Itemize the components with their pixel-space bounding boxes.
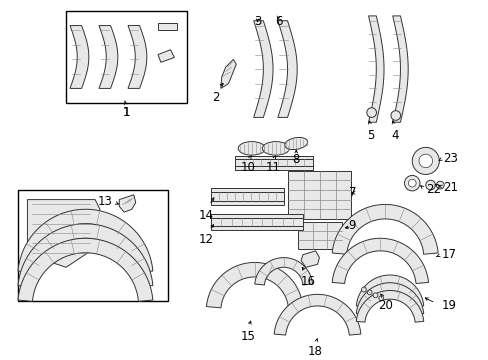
Bar	[211, 214, 303, 218]
Circle shape	[411, 147, 438, 175]
Polygon shape	[356, 283, 423, 314]
Polygon shape	[254, 258, 312, 285]
Text: 17: 17	[440, 248, 455, 261]
Bar	[288, 171, 350, 219]
Text: 4: 4	[390, 129, 398, 142]
Bar	[66, 11, 186, 103]
Circle shape	[361, 287, 366, 292]
Polygon shape	[277, 21, 297, 117]
Text: 23: 23	[442, 152, 457, 165]
Text: 8: 8	[292, 153, 299, 166]
Bar	[158, 23, 177, 30]
Ellipse shape	[262, 141, 289, 155]
Polygon shape	[331, 238, 427, 283]
Polygon shape	[18, 224, 153, 287]
Circle shape	[435, 181, 443, 189]
Polygon shape	[253, 21, 272, 117]
Ellipse shape	[284, 138, 307, 149]
Polygon shape	[119, 195, 136, 212]
Circle shape	[407, 179, 415, 187]
Bar	[235, 159, 312, 166]
Polygon shape	[392, 16, 407, 122]
Bar	[18, 190, 167, 301]
Polygon shape	[274, 294, 360, 335]
Text: 21: 21	[442, 180, 457, 194]
Text: 14: 14	[199, 209, 213, 222]
Polygon shape	[206, 262, 302, 308]
Text: 5: 5	[366, 129, 374, 142]
Text: 22: 22	[425, 184, 440, 197]
Circle shape	[418, 154, 432, 168]
Text: 13: 13	[98, 195, 112, 208]
Text: 18: 18	[307, 345, 323, 357]
Circle shape	[366, 108, 376, 117]
Bar	[211, 218, 303, 226]
Text: 6: 6	[275, 15, 282, 28]
Text: 9: 9	[348, 219, 355, 232]
Polygon shape	[356, 291, 423, 322]
Circle shape	[404, 175, 419, 191]
Bar	[211, 192, 283, 201]
Polygon shape	[18, 238, 153, 301]
Text: 19: 19	[440, 300, 455, 312]
Polygon shape	[356, 275, 423, 307]
Polygon shape	[99, 26, 118, 89]
Circle shape	[372, 293, 377, 298]
Circle shape	[366, 290, 371, 295]
Text: 15: 15	[240, 330, 255, 343]
Polygon shape	[27, 199, 100, 267]
Bar	[211, 188, 283, 192]
Text: 2: 2	[212, 91, 219, 104]
Circle shape	[390, 111, 400, 120]
Circle shape	[378, 296, 383, 301]
Text: 11: 11	[265, 161, 280, 174]
Polygon shape	[368, 16, 383, 122]
Text: 10: 10	[240, 161, 255, 174]
Text: 12: 12	[199, 233, 213, 247]
Polygon shape	[221, 59, 236, 89]
Bar	[211, 201, 283, 206]
Bar	[235, 166, 312, 170]
Bar	[211, 226, 303, 230]
Text: 7: 7	[348, 186, 355, 199]
Bar	[298, 222, 341, 249]
Text: 1: 1	[122, 106, 129, 119]
Bar	[235, 156, 312, 159]
Polygon shape	[331, 204, 437, 254]
Circle shape	[425, 180, 435, 190]
Polygon shape	[18, 209, 153, 272]
Text: 1: 1	[122, 106, 129, 119]
Polygon shape	[158, 50, 174, 62]
Polygon shape	[70, 26, 89, 89]
Polygon shape	[128, 26, 146, 89]
Text: 3: 3	[253, 15, 261, 28]
Polygon shape	[301, 251, 319, 267]
Text: 16: 16	[300, 275, 315, 288]
Text: 20: 20	[377, 299, 392, 312]
Ellipse shape	[238, 141, 265, 155]
